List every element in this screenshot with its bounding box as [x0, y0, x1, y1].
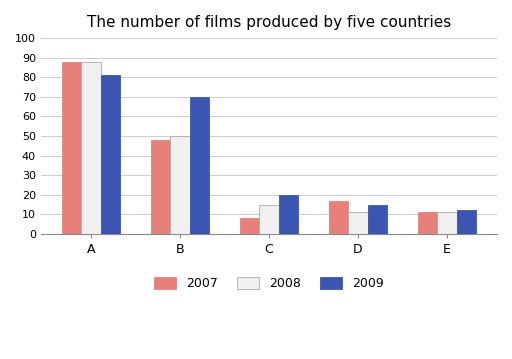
Title: The number of films produced by five countries: The number of films produced by five cou…	[87, 15, 451, 30]
Bar	[240, 218, 259, 234]
Bar	[101, 75, 120, 234]
Bar	[259, 205, 279, 234]
Bar	[151, 140, 170, 234]
Bar	[329, 201, 348, 234]
Legend: 2007, 2008, 2009: 2007, 2008, 2009	[148, 272, 389, 295]
Bar	[368, 205, 387, 234]
Bar	[190, 97, 209, 234]
Bar	[457, 210, 476, 234]
Bar	[279, 195, 298, 234]
Bar	[170, 136, 190, 234]
Bar	[418, 213, 437, 234]
Bar	[81, 62, 101, 234]
Bar	[348, 213, 368, 234]
Bar	[61, 62, 81, 234]
Bar	[437, 213, 457, 234]
